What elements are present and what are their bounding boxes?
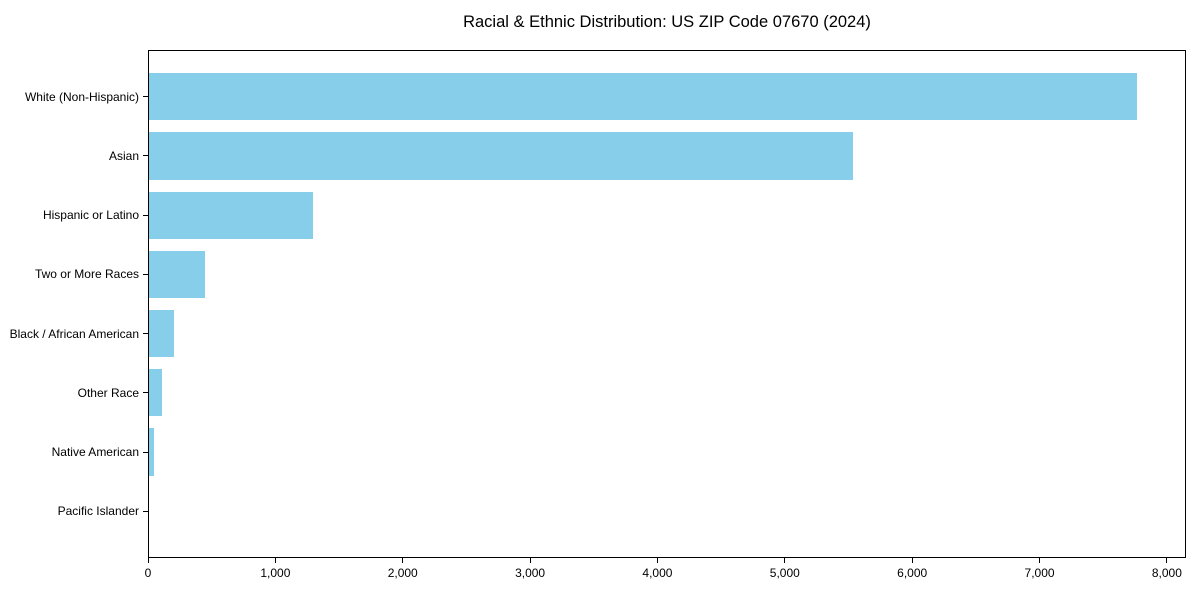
y-tick-mark <box>143 214 148 216</box>
x-tick-label: 4,000 <box>642 566 673 580</box>
y-tick-label-two-or-more-races: Two or More Races <box>34 267 139 282</box>
x-tick-mark <box>911 558 913 563</box>
x-tick-label: 5,000 <box>769 566 800 580</box>
y-tick-label-pacific-islander: Pacific Islander <box>57 504 139 519</box>
x-tick-label: 2,000 <box>387 566 418 580</box>
bar-other-race <box>149 369 162 417</box>
x-tick-label: 1,000 <box>260 566 291 580</box>
y-tick-mark <box>143 96 148 98</box>
chart-title: Racial & Ethnic Distribution: US ZIP Cod… <box>463 13 871 31</box>
bar-two-or-more-races <box>149 250 206 299</box>
y-tick-mark <box>143 392 148 394</box>
y-tick-mark <box>143 510 148 512</box>
y-tick-label-other-race: Other Race <box>77 385 139 400</box>
x-tick-mark <box>402 558 404 563</box>
y-tick-label-asian: Asian <box>108 148 139 163</box>
x-tick-label: 8,000 <box>1151 566 1182 580</box>
x-tick-label: 6,000 <box>897 566 928 580</box>
x-tick-label: 3,000 <box>515 566 546 580</box>
y-tick-mark <box>143 451 148 453</box>
y-tick-mark <box>143 333 148 335</box>
bar-native-american <box>149 428 155 476</box>
x-tick-mark <box>784 558 786 563</box>
x-tick-mark <box>274 558 276 563</box>
x-tick-mark <box>1039 558 1041 563</box>
bar-white-non-hispanic <box>149 73 1138 121</box>
x-tick-label: 0 <box>144 566 152 580</box>
plot-area <box>148 50 1186 558</box>
y-tick-label-black-african-american: Black / African American <box>9 326 139 341</box>
y-tick-label-native-american: Native American <box>51 445 139 460</box>
bar-hispanic-or-latino <box>149 191 313 239</box>
x-tick-label: 7,000 <box>1024 566 1055 580</box>
x-tick-mark <box>656 558 658 563</box>
y-tick-mark <box>143 273 148 275</box>
x-tick-mark <box>1166 558 1168 563</box>
bar-black-african-american <box>149 309 174 358</box>
y-tick-mark <box>143 155 148 157</box>
y-tick-label-white-non-hispanic: White (Non-Hispanic) <box>24 89 139 104</box>
x-tick-mark <box>147 558 149 563</box>
x-tick-mark <box>529 558 531 563</box>
y-tick-label-hispanic-or-latino: Hispanic or Latino <box>42 208 139 223</box>
bar-asian <box>149 132 853 180</box>
